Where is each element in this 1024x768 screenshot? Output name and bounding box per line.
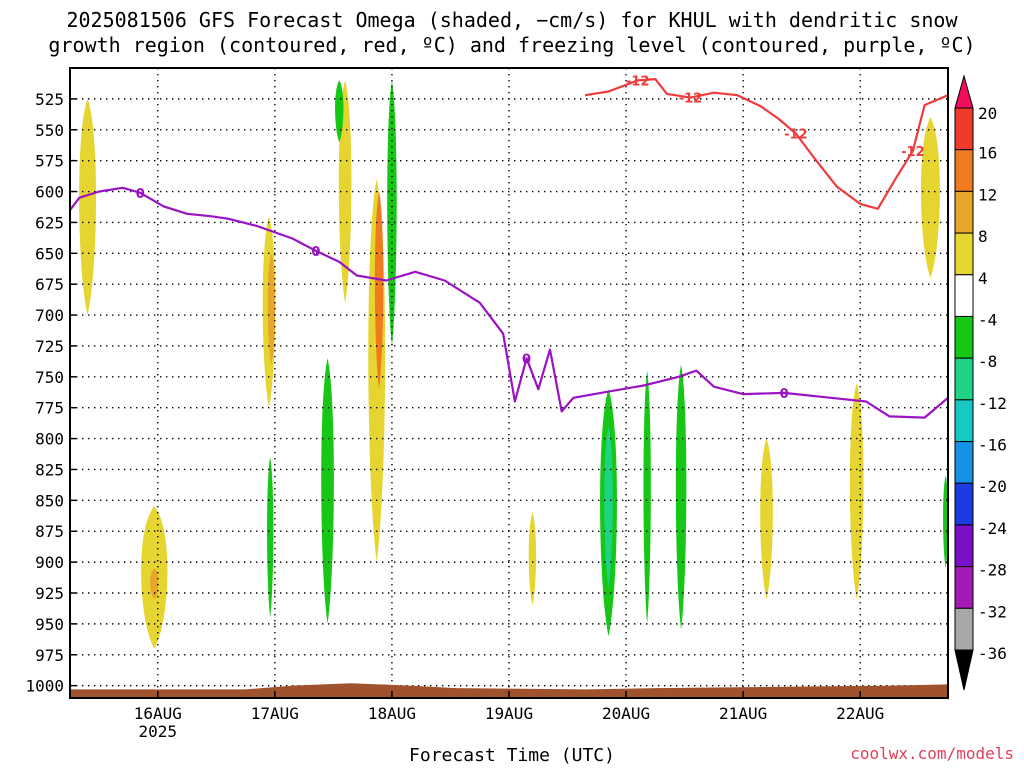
- omega-region: [335, 80, 344, 143]
- y-tick-label: 650: [35, 244, 64, 263]
- colorbar-label: 8: [978, 227, 988, 246]
- contour-label: 0: [311, 245, 320, 260]
- colorbar-swatch: [954, 232, 974, 276]
- contour-label: 0: [136, 187, 145, 202]
- colorbar-swatch: [954, 566, 974, 609]
- x-tick-label: 21AUG: [719, 704, 767, 723]
- colorbar: 20 16 12 8 4 -4 -8 -12 -16 -20 -24 -28 -32 -36: [954, 74, 1007, 691]
- y-tick-label: 725: [35, 337, 64, 356]
- omega-region: [374, 191, 384, 390]
- omega-region: [675, 364, 687, 631]
- x-tick-label: 16AUG: [134, 704, 182, 723]
- colorbar-label: -16: [978, 436, 1007, 455]
- contour-lines: 0 0 0 0 -12 -12 -12 -12: [70, 74, 948, 419]
- colorbar-label: -20: [978, 477, 1007, 496]
- colorbar-swatch: [954, 315, 974, 359]
- colorbar-label: 16: [978, 144, 997, 163]
- omega-region: [150, 568, 159, 600]
- omega-region: [604, 426, 613, 587]
- colorbar-bottom-arrow: [954, 649, 974, 691]
- y-tick-label: 575: [35, 152, 64, 171]
- y-tick-label: 975: [35, 646, 64, 665]
- y-tick-label: 900: [35, 553, 64, 572]
- chart-title-line-2: growth region (contoured, red, ºC) and f…: [48, 33, 976, 57]
- colorbar-label: -28: [978, 561, 1007, 580]
- omega-region: [267, 253, 276, 365]
- y-tick-label: 925: [35, 584, 64, 603]
- colorbar-label: 12: [978, 185, 997, 204]
- colorbar-swatch: [954, 190, 974, 234]
- colorbar-label: -4: [978, 310, 997, 329]
- x-axis-title: Forecast Time (UTC): [409, 745, 615, 766]
- x-tick-label: 19AUG: [485, 704, 533, 723]
- omega-region: [321, 358, 334, 624]
- y-tick-label: 875: [35, 522, 64, 541]
- x-tick-label: 18AUG: [368, 704, 416, 723]
- x-tick-label: 22AUG: [836, 704, 884, 723]
- colorbar-swatch: [954, 607, 974, 651]
- colorbar-label: -24: [978, 519, 1007, 538]
- y-tick-label: 825: [35, 460, 64, 479]
- contour-label: -12: [679, 92, 703, 107]
- y-tick-label: 600: [35, 183, 64, 202]
- colorbar-swatch: [954, 399, 974, 443]
- omega-region: [267, 457, 274, 618]
- y-tick-label: 525: [35, 90, 64, 109]
- x-tick-label: 17AUG: [251, 704, 299, 723]
- omega-region: [760, 438, 773, 600]
- omega-region: [849, 383, 864, 600]
- colorbar-label: -36: [978, 644, 1007, 663]
- grid-lines: [70, 68, 948, 698]
- colorbar-top-arrow: [954, 74, 974, 109]
- omega-region: [643, 370, 651, 624]
- colorbar-swatch: [954, 274, 974, 317]
- y-tick-label: 675: [35, 275, 64, 294]
- y-tick-label: 625: [35, 213, 64, 232]
- chart-title-line-1: 2025081506 GFS Forecast Omega (shaded, −…: [66, 8, 958, 32]
- omega-region: [920, 117, 940, 278]
- omega-region: [943, 475, 948, 569]
- x-tick-sublabel: 2025: [139, 722, 178, 741]
- omega-region: [338, 80, 352, 303]
- colorbar-label: 4: [978, 269, 988, 288]
- site-brand: coolwx.com/models: [850, 744, 1014, 763]
- contour-label: -12: [626, 74, 650, 89]
- y-tick-label: 1000: [25, 677, 64, 696]
- terrain-area: [70, 683, 948, 698]
- y-tick-label: 950: [35, 615, 64, 634]
- y-tick-label: 750: [35, 368, 64, 387]
- y-tick-label: 775: [35, 399, 64, 418]
- colorbar-swatch: [954, 357, 974, 401]
- colorbar-swatch: [954, 524, 974, 568]
- colorbar-label: -12: [978, 394, 1007, 413]
- contour-label: -12: [901, 145, 925, 160]
- colorbar-swatch: [954, 441, 974, 484]
- contour-label: -12: [784, 127, 808, 142]
- y-tick-label: 700: [35, 306, 64, 325]
- colorbar-label: 20: [978, 104, 997, 123]
- x-tick-label: 20AUG: [602, 704, 650, 723]
- colorbar-swatch: [954, 149, 974, 192]
- y-tick-label: 850: [35, 491, 64, 510]
- y-axis-labels: 525 550 575 600 625 650 675 700 725 750 775 800 825 8…: [25, 90, 76, 696]
- contour-label: 0: [522, 352, 531, 367]
- y-tick-label: 550: [35, 121, 64, 140]
- plot-area: [70, 68, 948, 698]
- contour-label: 0: [780, 387, 789, 402]
- colorbar-swatch: [954, 107, 974, 151]
- colorbar-swatch: [954, 482, 974, 526]
- y-tick-label: 800: [35, 430, 64, 449]
- colorbar-label: -8: [978, 352, 997, 371]
- omega-region: [79, 98, 97, 316]
- contour-line: [70, 186, 948, 419]
- colorbar-label: -32: [978, 602, 1007, 621]
- terrain-fill: [70, 683, 948, 698]
- omega-region: [528, 512, 537, 606]
- contour-line: [584, 77, 948, 210]
